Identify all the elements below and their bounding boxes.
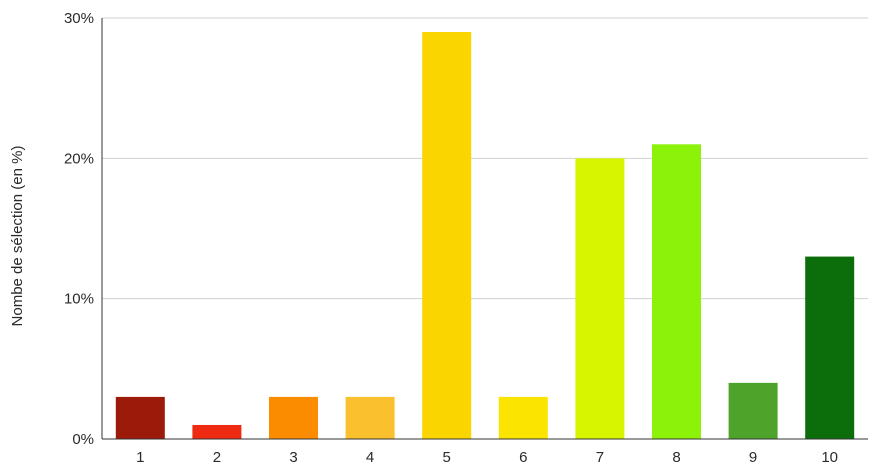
x-tick-label: 2	[213, 449, 221, 465]
bar-8	[652, 144, 701, 439]
bar-5	[422, 32, 471, 439]
x-tick-label: 9	[749, 449, 757, 465]
x-tick-label: 5	[443, 449, 451, 465]
axes	[102, 18, 868, 439]
bar-9	[729, 383, 778, 439]
x-tick-label: 10	[821, 449, 838, 465]
bar-10	[805, 257, 854, 439]
y-tick-labels: 0% 10% 20% 30%	[64, 10, 94, 448]
x-tick-labels: 1 2 3 4 5 6 7 8 9 10	[136, 449, 838, 465]
bar-4	[346, 397, 395, 439]
x-tick-label: 1	[136, 449, 144, 465]
y-tick-label: 20%	[64, 150, 94, 167]
bar-6	[499, 397, 548, 439]
x-tick-label: 8	[672, 449, 680, 465]
x-tick-label: 6	[519, 449, 527, 465]
bar-7	[575, 158, 624, 439]
y-tick-label: 10%	[64, 291, 94, 308]
x-tick-label: 3	[289, 449, 297, 465]
y-tick-label: 30%	[64, 10, 94, 27]
y-axis-title: Nombe de sélection (en %)	[9, 146, 26, 327]
x-tick-label: 4	[366, 449, 374, 465]
gridlines	[102, 18, 868, 299]
x-tick-label: 7	[596, 449, 604, 465]
y-tick-label: 0%	[72, 431, 94, 448]
bar-1	[116, 397, 165, 439]
bar-3	[269, 397, 318, 439]
bar-2	[192, 425, 241, 439]
bars	[116, 32, 854, 439]
